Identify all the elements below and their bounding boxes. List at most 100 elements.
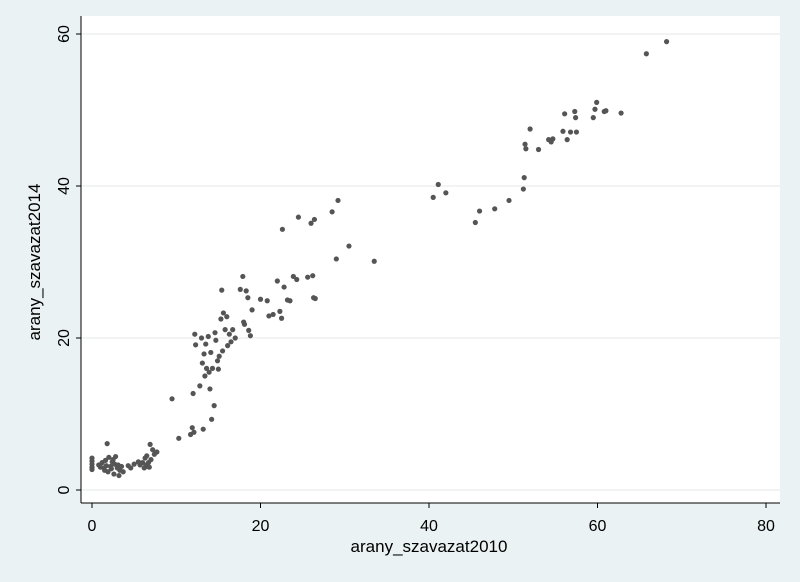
data-point-63 — [206, 369, 212, 375]
data-point-80 — [225, 343, 231, 349]
data-point-77 — [220, 310, 227, 316]
data-point-136 — [562, 111, 568, 117]
data-point-67 — [209, 365, 216, 371]
data-point-102 — [281, 284, 287, 290]
data-point-49 — [189, 425, 195, 431]
data-point-46 — [169, 396, 175, 402]
data-point-134 — [550, 136, 556, 142]
data-point-128 — [522, 141, 528, 147]
data-point-114 — [329, 209, 335, 215]
y-tick-label-0: 0 — [56, 485, 73, 494]
data-point-137 — [564, 137, 570, 143]
data-point-105 — [290, 273, 296, 280]
grid-lines — [81, 33, 780, 491]
data-point-83 — [230, 327, 236, 333]
data-point-141 — [573, 129, 580, 135]
data-point-135 — [560, 128, 566, 134]
data-point-10 — [102, 457, 109, 463]
data-point-29 — [128, 465, 134, 471]
data-point-106 — [294, 276, 300, 283]
data-point-56 — [199, 360, 205, 366]
data-points — [89, 39, 670, 479]
data-point-89 — [243, 288, 249, 294]
data-point-100 — [278, 315, 285, 321]
data-point-109 — [308, 220, 314, 226]
data-point-64 — [207, 386, 213, 392]
data-point-144 — [594, 99, 600, 105]
data-point-149 — [663, 39, 670, 45]
data-point-27 — [120, 469, 126, 475]
x-axis-title: arany_szavazat2010 — [351, 537, 508, 556]
x-tick-label-20: 20 — [252, 518, 270, 535]
data-point-76 — [219, 348, 226, 354]
data-point-53 — [193, 342, 199, 348]
data-point-116 — [335, 197, 341, 204]
data-point-50 — [190, 390, 196, 397]
x-tick-label-0: 0 — [88, 518, 97, 535]
data-point-70 — [213, 337, 219, 343]
data-point-73 — [216, 353, 222, 359]
data-point-130 — [527, 126, 533, 132]
data-point-86 — [240, 273, 246, 280]
data-point-59 — [202, 373, 208, 379]
data-point-99 — [277, 308, 283, 314]
x-tick-label-40: 40 — [420, 518, 438, 535]
data-point-104 — [287, 298, 293, 304]
data-point-143 — [592, 106, 598, 112]
data-point-4 — [89, 466, 95, 473]
data-point-62 — [205, 333, 211, 340]
data-point-55 — [198, 335, 205, 341]
x-tick-label-80: 80 — [757, 518, 775, 535]
data-point-43 — [150, 447, 156, 453]
data-point-51 — [191, 429, 197, 435]
data-point-14 — [106, 454, 112, 460]
data-point-42 — [148, 457, 154, 463]
data-point-69 — [212, 330, 218, 336]
data-point-97 — [270, 311, 276, 318]
data-point-131 — [535, 146, 542, 153]
data-point-127 — [521, 175, 527, 181]
data-point-142 — [590, 115, 596, 121]
data-point-41 — [147, 441, 153, 447]
data-point-112 — [311, 216, 318, 223]
data-point-47 — [176, 435, 182, 441]
y-axis-title: arany_szavazat2014 — [25, 184, 44, 341]
data-point-71 — [214, 358, 221, 364]
data-point-26 — [118, 463, 125, 470]
data-point-52 — [192, 331, 198, 337]
data-point-94 — [257, 296, 264, 302]
x-axis-ticks: 0 20 40 60 80 — [88, 503, 775, 535]
data-point-68 — [211, 403, 217, 409]
data-point-123 — [476, 208, 483, 214]
data-point-121 — [443, 190, 449, 196]
data-point-45 — [154, 449, 160, 455]
data-point-24 — [116, 472, 122, 479]
data-point-12 — [104, 441, 110, 447]
data-point-120 — [435, 181, 441, 188]
data-point-95 — [264, 298, 270, 304]
data-point-74 — [218, 316, 224, 322]
data-point-117 — [346, 243, 352, 249]
data-point-79 — [224, 314, 230, 320]
data-point-118 — [371, 258, 377, 264]
data-point-21 — [112, 453, 119, 460]
data-point-110 — [310, 273, 316, 279]
data-point-78 — [222, 327, 228, 333]
data-point-108 — [305, 274, 311, 280]
data-point-101 — [279, 226, 286, 232]
data-point-93 — [249, 307, 255, 313]
data-point-85 — [237, 286, 243, 292]
data-point-61 — [203, 365, 210, 371]
data-point-58 — [201, 351, 207, 357]
data-point-19 — [111, 471, 117, 477]
data-point-113 — [312, 295, 318, 302]
data-point-148 — [643, 51, 649, 57]
data-point-138 — [567, 129, 574, 135]
data-point-40 — [146, 464, 152, 470]
data-point-16 — [108, 466, 114, 472]
data-point-60 — [203, 341, 209, 347]
data-point-139 — [572, 108, 578, 115]
data-point-98 — [274, 278, 280, 284]
data-point-124 — [492, 206, 498, 212]
